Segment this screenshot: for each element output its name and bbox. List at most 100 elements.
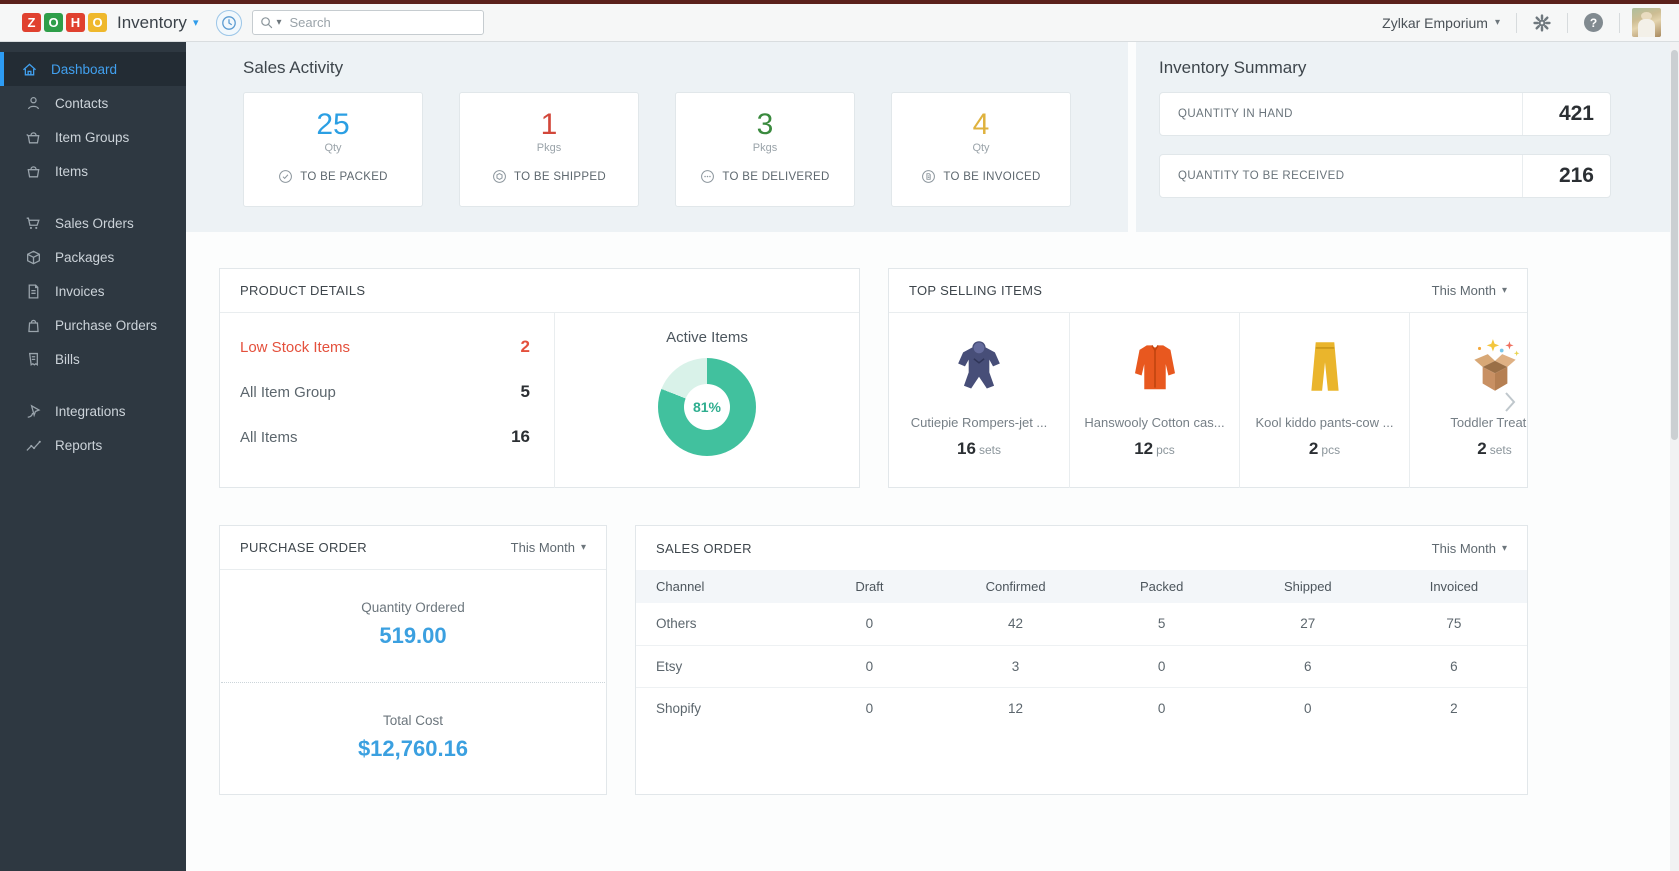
column-header-shipped: Shipped bbox=[1234, 570, 1381, 603]
global-search[interactable]: ▾ bbox=[252, 10, 485, 35]
top-selling-period-dropdown[interactable]: This Month ▾ bbox=[1431, 283, 1507, 298]
table-row-etsy: Etsy 0 3 0 6 6 bbox=[636, 645, 1527, 688]
to-be-delivered-card[interactable]: 3 Pkgs TO BE DELIVERED bbox=[675, 92, 855, 207]
scrollbar-thumb[interactable] bbox=[1671, 50, 1678, 440]
to-be-packed-card[interactable]: 25 Qty TO BE PACKED bbox=[243, 92, 423, 207]
logo-tile-z: Z bbox=[22, 13, 41, 32]
quantity-to-be-received-value: 216 bbox=[1522, 155, 1610, 197]
purchase-order-period-dropdown[interactable]: This Month ▾ bbox=[510, 540, 586, 555]
sidebar-item-integrations[interactable]: Integrations bbox=[0, 394, 186, 428]
recent-history-button[interactable] bbox=[216, 9, 243, 36]
chevron-down-icon: ▾ bbox=[1501, 285, 1507, 296]
purchase-order-panel: PURCHASE ORDER This Month ▾ Quantity Orde… bbox=[219, 525, 607, 795]
shipped-box-icon bbox=[492, 169, 507, 184]
top-selling-item-qty: 12 pcs bbox=[1134, 439, 1175, 458]
zoho-logo[interactable]: Z O H O Inventory ▾ bbox=[22, 13, 198, 33]
inventory-summary-section: Inventory Summary QUANTITY IN HAND 421 Q… bbox=[1136, 42, 1679, 232]
logo-tile-h: H bbox=[66, 13, 85, 32]
organization-selector[interactable]: Zylkar Emporium ▾ bbox=[1366, 15, 1516, 31]
quantity-in-hand-value: 421 bbox=[1522, 93, 1610, 135]
header-divider bbox=[1619, 12, 1620, 33]
sidebar-item-bills[interactable]: Bills bbox=[0, 342, 186, 376]
search-scope-caret-icon[interactable]: ▾ bbox=[276, 17, 282, 28]
product-dropdown-caret-icon[interactable]: ▾ bbox=[192, 17, 199, 29]
all-items-link[interactable]: All Items bbox=[240, 428, 298, 446]
top-selling-items-panel: TOP SELLING ITEMS This Month ▾ Cutiepie R… bbox=[888, 268, 1528, 488]
top-selling-item[interactable]: Kool kiddo pants-cow ... 2 pcs bbox=[1240, 313, 1410, 488]
sidebar-item-label: Dashboard bbox=[51, 61, 118, 77]
top-selling-item[interactable]: Cutiepie Rompers-jet ... 16 sets bbox=[889, 313, 1070, 488]
quantity-in-hand-card[interactable]: QUANTITY IN HAND 421 bbox=[1159, 92, 1611, 136]
top-summary-section: Sales Activity 25 Qty TO BE PACKED 1 bbox=[186, 42, 1679, 232]
quantity-to-be-received-card[interactable]: QUANTITY TO BE RECEIVED 216 bbox=[1159, 154, 1611, 198]
cell-channel: Etsy bbox=[636, 645, 797, 688]
low-stock-items-row: Low Stock Items 2 bbox=[240, 337, 530, 357]
to-be-invoiced-card[interactable]: 4 Qty TO BE INVOICED bbox=[891, 92, 1071, 207]
cell-draft: 0 bbox=[796, 603, 943, 646]
to-be-shipped-unit: Pkgs bbox=[536, 142, 562, 154]
sidebar-item-dashboard[interactable]: Dashboard bbox=[0, 52, 186, 86]
low-stock-items-link[interactable]: Low Stock Items bbox=[240, 338, 351, 356]
cell-confirmed: 3 bbox=[942, 645, 1089, 688]
sales-order-period-dropdown[interactable]: This Month ▾ bbox=[1431, 540, 1507, 556]
sidebar-item-reports[interactable]: Reports bbox=[0, 428, 186, 462]
product-name: Inventory bbox=[117, 12, 187, 32]
chevron-down-icon: ▾ bbox=[580, 542, 586, 553]
items-icon bbox=[25, 163, 42, 180]
page-scrollbar[interactable] bbox=[1670, 42, 1679, 871]
sidebar-item-invoices[interactable]: Invoices bbox=[0, 274, 186, 308]
sidebar-group-gap bbox=[0, 376, 186, 394]
all-item-group-link[interactable]: All Item Group bbox=[240, 383, 336, 401]
help-icon: ? bbox=[1584, 13, 1603, 32]
carousel-next-button[interactable] bbox=[1503, 387, 1525, 417]
column-header-confirmed: Confirmed bbox=[942, 570, 1089, 603]
to-be-packed-label: TO BE PACKED bbox=[300, 170, 388, 183]
packages-icon bbox=[25, 249, 42, 266]
chevron-down-icon: ▾ bbox=[1501, 542, 1507, 554]
window-top-strip bbox=[0, 0, 1679, 4]
cell-shipped: 27 bbox=[1234, 603, 1381, 646]
total-cost-block: Total Cost $12,760.16 bbox=[220, 683, 606, 795]
reports-icon bbox=[25, 437, 42, 454]
sidebar-item-purchase-orders[interactable]: Purchase Orders bbox=[0, 308, 186, 342]
organization-name: Zylkar Emporium bbox=[1382, 14, 1488, 31]
orange-cardigan-image bbox=[1070, 327, 1239, 407]
sidebar-item-packages[interactable]: Packages bbox=[0, 240, 186, 274]
low-stock-items-count: 2 bbox=[520, 337, 530, 356]
cell-confirmed: 42 bbox=[942, 603, 1089, 646]
top-selling-item-name: Hanswooly Cotton cas... bbox=[1084, 415, 1225, 430]
sidebar-item-sales-orders[interactable]: Sales Orders bbox=[0, 206, 186, 240]
to-be-packed-count: 25 bbox=[316, 108, 350, 141]
sidebar-item-item-groups[interactable]: Item Groups bbox=[0, 120, 186, 154]
user-avatar[interactable] bbox=[1632, 8, 1661, 37]
to-be-shipped-card[interactable]: 1 Pkgs TO BE SHIPPED bbox=[459, 92, 639, 207]
sidebar-item-contacts[interactable]: Contacts bbox=[0, 86, 186, 120]
search-input[interactable] bbox=[289, 15, 450, 30]
product-details-panel: PRODUCT DETAILS Low Stock Items 2 All It… bbox=[219, 268, 860, 488]
help-button[interactable]: ? bbox=[1568, 13, 1619, 32]
settings-button[interactable] bbox=[1517, 13, 1567, 32]
sales-activity-cards: 25 Qty TO BE PACKED 1 Pkgs bbox=[243, 92, 1071, 207]
header-divider bbox=[1567, 12, 1568, 33]
sales-order-title: SALES ORDER bbox=[656, 540, 752, 556]
quantity-ordered-block: Quantity Ordered 519.00 bbox=[220, 570, 606, 682]
navy-romper-image bbox=[889, 327, 1069, 407]
top-selling-items-list: Cutiepie Rompers-jet ... 16 sets Hanswool… bbox=[889, 313, 1527, 488]
gear-icon bbox=[1533, 13, 1551, 32]
sidebar-item-items[interactable]: Items bbox=[0, 154, 186, 188]
product-details-title: PRODUCT DETAILS bbox=[240, 283, 366, 298]
column-header-draft: Draft bbox=[796, 570, 943, 603]
all-item-group-count: 5 bbox=[520, 382, 530, 401]
purchase-orders-icon bbox=[25, 317, 42, 334]
top-selling-item[interactable]: Hanswooly Cotton cas... 12 pcs bbox=[1070, 313, 1240, 488]
all-items-count: 16 bbox=[511, 427, 530, 446]
table-row-others: Others 0 42 5 27 75 bbox=[636, 603, 1527, 646]
column-header-packed: Packed bbox=[1088, 570, 1235, 603]
invoices-icon bbox=[25, 283, 42, 300]
sidebar-nav: Dashboard Contacts Item Groups Items Sal… bbox=[0, 42, 186, 871]
cell-packed: 0 bbox=[1088, 645, 1235, 688]
active-items-chart-area: Active Items 81% bbox=[555, 313, 859, 488]
cell-confirmed: 12 bbox=[1008, 700, 1024, 716]
top-bar: Z O H O Inventory ▾ ▾ Zylkar Emporium ▾ bbox=[0, 4, 1679, 42]
